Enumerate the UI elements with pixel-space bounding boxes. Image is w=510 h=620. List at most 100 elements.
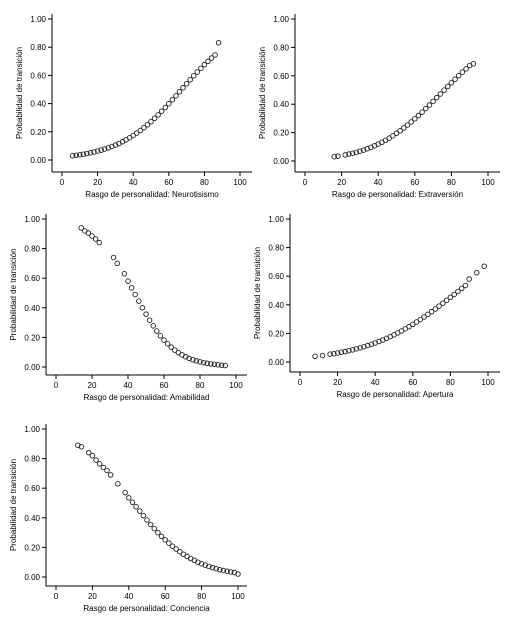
data-point <box>445 84 450 89</box>
x-axis-title: Rasgo de personalidad: Apertura <box>337 390 455 399</box>
x-tick-label: 20 <box>88 592 97 601</box>
x-tick-label: 80 <box>200 178 209 187</box>
y-axis-title: Probabilidad de transición <box>9 248 18 340</box>
data-point <box>93 237 98 242</box>
data-point <box>130 500 135 505</box>
data-point <box>90 453 95 458</box>
y-tick-label: 0.00 <box>268 358 284 367</box>
y-tick-label: 1.00 <box>30 15 46 24</box>
data-point <box>456 73 461 78</box>
data-point <box>184 81 189 86</box>
data-point <box>159 109 164 114</box>
data-point <box>320 353 325 358</box>
x-tick-label: 60 <box>160 381 169 390</box>
y-tick-label: 0.60 <box>273 72 289 81</box>
y-tick-label: 0.00 <box>24 363 40 372</box>
x-axis-title: Rasgo de personalidad: Amabilidad <box>84 393 210 402</box>
x-tick-label: 40 <box>374 178 383 187</box>
x-tick-label: 60 <box>164 178 173 187</box>
y-tick-label: 0.40 <box>30 100 46 109</box>
data-point <box>151 324 156 329</box>
data-point <box>140 306 145 311</box>
x-tick-label: 80 <box>196 381 205 390</box>
data-point <box>463 283 468 288</box>
data-point <box>427 103 432 108</box>
x-tick-label: 0 <box>54 592 59 601</box>
data-point <box>97 240 102 245</box>
y-tick-label: 0.00 <box>24 573 40 582</box>
x-tick-label: 100 <box>481 178 495 187</box>
x-tick-label: 80 <box>447 178 456 187</box>
y-tick-label: 0.20 <box>24 333 40 342</box>
x-tick-label: 0 <box>303 178 308 187</box>
y-axis-title: Probabilidad de transición <box>258 47 267 139</box>
data-point <box>137 509 142 514</box>
y-tick-label: 0.60 <box>268 272 284 281</box>
data-point <box>195 70 200 75</box>
data-point <box>137 299 142 304</box>
data-point <box>188 77 193 82</box>
y-tick-label: 0.80 <box>268 244 284 253</box>
data-point <box>133 292 138 297</box>
x-tick-label: 40 <box>124 592 133 601</box>
x-tick-label: 40 <box>124 381 133 390</box>
data-point <box>420 110 425 115</box>
data-point <box>181 86 186 91</box>
y-tick-label: 0.00 <box>30 156 46 165</box>
data-point <box>313 354 318 359</box>
y-tick-label: 0.80 <box>24 245 40 254</box>
y-tick-label: 0.20 <box>273 129 289 138</box>
data-point <box>111 255 116 260</box>
data-point <box>474 270 479 275</box>
x-tick-label: 20 <box>333 378 342 387</box>
x-axis-title: Rasgo de personalidad: Extraversión <box>332 190 463 199</box>
chart-panel-5: 0.00 0.20 0.40 0.60 0.80 1.00 0 20 40 60 80 100 Rasg… <box>9 424 247 613</box>
data-point <box>453 77 458 82</box>
x-tick-label: 60 <box>408 378 417 387</box>
data-point <box>159 534 164 539</box>
chart-panel-3: 0.00 0.20 0.40 0.60 0.80 1.00 0 20 40 60 80 100 Rasg… <box>9 214 247 402</box>
data-point <box>156 530 161 535</box>
data-point <box>213 53 218 58</box>
x-tick-label: 40 <box>371 378 380 387</box>
data-point <box>162 338 167 343</box>
data-point <box>434 95 439 100</box>
data-point <box>449 80 454 85</box>
y-tick-label: 0.20 <box>268 329 284 338</box>
x-tick-label: 100 <box>481 378 495 387</box>
data-point <box>122 271 127 276</box>
data-point <box>134 504 139 509</box>
data-point <box>145 518 150 523</box>
y-axis-title: Probabilidad de transición <box>9 459 18 551</box>
data-point <box>148 522 153 527</box>
y-tick-label: 0.00 <box>273 157 289 166</box>
data-point <box>141 513 146 518</box>
y-tick-label: 0.80 <box>30 43 46 52</box>
y-axis-title: Probabilidad de transición <box>253 247 262 339</box>
x-tick-label: 80 <box>446 378 455 387</box>
y-tick-label: 0.80 <box>24 455 40 464</box>
data-point <box>167 101 172 106</box>
data-point <box>216 40 221 45</box>
y-tick-label: 0.20 <box>30 128 46 137</box>
data-point <box>144 312 149 317</box>
x-tick-label: 80 <box>197 592 206 601</box>
data-point <box>105 468 110 473</box>
data-point <box>127 496 132 501</box>
x-tick-label: 60 <box>410 178 419 187</box>
y-tick-label: 0.40 <box>24 514 40 523</box>
y-tick-label: 1.00 <box>24 215 40 224</box>
y-tick-label: 1.00 <box>268 215 284 224</box>
y-tick-label: 0.40 <box>24 304 40 313</box>
data-point <box>158 333 163 338</box>
data-point <box>431 99 436 104</box>
y-tick-label: 0.60 <box>24 484 40 493</box>
data-point <box>129 286 134 291</box>
data-point <box>442 88 447 93</box>
data-point <box>126 279 131 284</box>
x-axis-title: Rasgo de personalidad: Conciencia <box>83 604 210 613</box>
y-tick-label: 0.20 <box>24 543 40 552</box>
x-axis-title: Rasgo de personalidad: Neurotisismo <box>85 190 219 199</box>
chart-panel-1: 0.000.200.400.600.801.000 20 40 60 80 100Rasg… <box>15 14 252 199</box>
